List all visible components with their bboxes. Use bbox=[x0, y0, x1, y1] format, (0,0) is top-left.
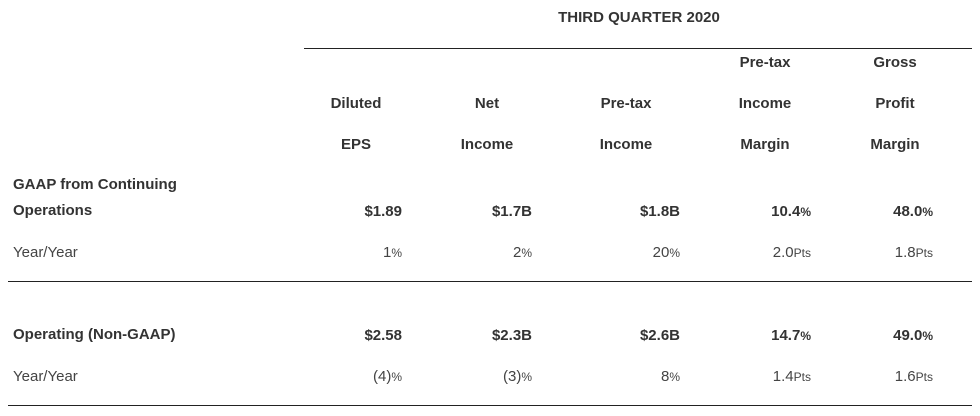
gaap-gross-margin-value: 48.0% bbox=[893, 203, 933, 220]
operating-yoy-pretax-margin: 1.4Pts bbox=[772, 368, 811, 385]
gaap-pretax-income-value: $1.8B bbox=[639, 203, 680, 220]
gaap-yoy-gross-margin: 1.8Pts bbox=[894, 244, 933, 261]
col-header-net-income-line2: Net bbox=[474, 95, 500, 112]
col-header-gross-margin-line2: Profit bbox=[875, 95, 915, 112]
operating-gross-margin-value: 49.0% bbox=[893, 327, 933, 344]
row-label-gaap-line2: Operations bbox=[13, 202, 93, 219]
row-label-gaap-yoy: Year/Year bbox=[13, 244, 78, 261]
col-header-pretax-margin-line3: Margin bbox=[740, 136, 790, 153]
col-header-pretax-margin-line2: Income bbox=[738, 95, 792, 112]
col-header-gross-margin-line3: Margin bbox=[870, 136, 920, 153]
row-label-gaap-line1: GAAP from Continuing bbox=[13, 176, 177, 193]
gaap-yoy-pretax-income: 20% bbox=[652, 244, 680, 261]
operating-pretax-income-value: $2.6B bbox=[639, 327, 680, 344]
gaap-yoy-eps: 1% bbox=[382, 244, 402, 261]
operating-eps-value: $2.58 bbox=[364, 327, 402, 344]
col-header-pretax-margin-line1: Pre-tax bbox=[739, 54, 791, 71]
operating-yoy-eps: (4)% bbox=[372, 368, 402, 385]
header-divider bbox=[304, 48, 972, 49]
bottom-divider bbox=[8, 405, 972, 406]
row-label-operating-yoy: Year/Year bbox=[13, 368, 78, 385]
col-header-eps-line2: Diluted bbox=[330, 95, 382, 112]
col-header-eps-line3: EPS bbox=[340, 136, 372, 153]
col-header-gross-margin-line1: Gross bbox=[873, 54, 917, 71]
operating-yoy-net-income: (3)% bbox=[502, 368, 532, 385]
gaap-yoy-pretax-margin: 2.0Pts bbox=[772, 244, 811, 261]
operating-yoy-pretax-income: 8% bbox=[660, 368, 680, 385]
section-divider bbox=[8, 281, 972, 282]
operating-yoy-gross-margin: 1.6Pts bbox=[894, 368, 933, 385]
gaap-net-income-value: $1.7B bbox=[491, 203, 532, 220]
operating-net-income-value: $2.3B bbox=[491, 327, 532, 344]
col-header-pretax-income-line3: Income bbox=[599, 136, 653, 153]
col-header-pretax-income-line2: Pre-tax bbox=[600, 95, 652, 112]
col-header-net-income-line3: Income bbox=[460, 136, 514, 153]
gaap-pretax-margin-value: 10.4% bbox=[771, 203, 811, 220]
row-label-operating: Operating (Non-GAAP) bbox=[13, 326, 176, 343]
gaap-yoy-net-income: 2% bbox=[512, 244, 532, 261]
operating-pretax-margin-value: 14.7% bbox=[771, 327, 811, 344]
table-title: THIRD QUARTER 2020 bbox=[558, 9, 720, 26]
gaap-eps-value: $1.89 bbox=[364, 203, 402, 220]
